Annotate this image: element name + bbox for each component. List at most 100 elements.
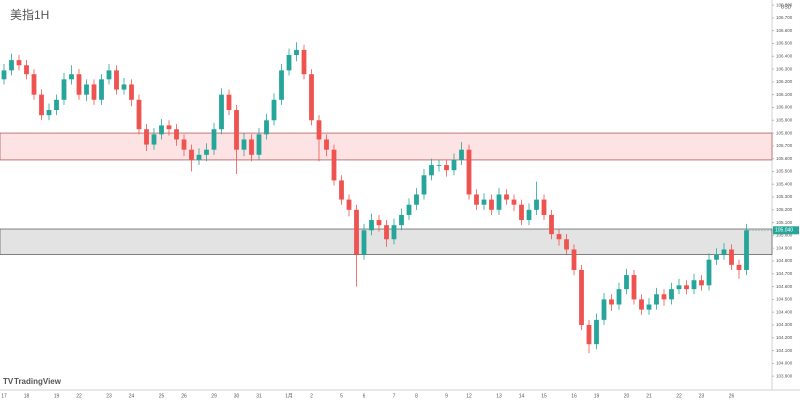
candle-body bbox=[76, 74, 82, 95]
candle-body bbox=[369, 220, 374, 231]
candle-body bbox=[736, 264, 742, 270]
y-tick-label: 106.400 bbox=[776, 53, 793, 58]
brand-logo: TV bbox=[3, 377, 14, 386]
candle-body bbox=[136, 99, 142, 130]
y-tick-label: 106.700 bbox=[776, 15, 793, 20]
x-tick-label: 1月 bbox=[285, 393, 293, 399]
last-price-label: 105.040 bbox=[775, 228, 793, 234]
candle-body bbox=[466, 149, 472, 195]
candle-body bbox=[249, 139, 254, 155]
candle-body bbox=[279, 70, 284, 100]
candles bbox=[1, 42, 749, 354]
y-tick-label: 106.300 bbox=[776, 66, 793, 71]
candle-body bbox=[564, 239, 569, 250]
x-tick-label: 2 bbox=[310, 393, 313, 399]
candle-body bbox=[316, 120, 322, 140]
candle-body bbox=[601, 299, 607, 320]
y-tick-label: 105.700 bbox=[776, 143, 793, 148]
candle-body bbox=[519, 204, 524, 221]
candle-body bbox=[511, 199, 517, 205]
candle-body bbox=[24, 65, 29, 75]
candle-body bbox=[211, 129, 217, 150]
zone bbox=[0, 132, 773, 161]
x-tick-label: 31 bbox=[256, 393, 262, 399]
currency: USD bbox=[781, 4, 792, 10]
x-tick-label: 7 bbox=[393, 393, 396, 399]
candle-body bbox=[309, 74, 314, 121]
candle-body bbox=[226, 94, 232, 111]
candle-body bbox=[9, 60, 14, 71]
candle-body bbox=[54, 99, 59, 111]
candle-body bbox=[646, 304, 652, 310]
x-tick-label: 9 bbox=[445, 393, 448, 399]
candle-body bbox=[376, 220, 382, 226]
candle-body bbox=[721, 249, 727, 255]
x-tick-label: 22 bbox=[76, 393, 82, 399]
y-tick-label: 103.900 bbox=[776, 373, 793, 378]
candle-body bbox=[429, 165, 434, 176]
y-tick-label: 105.400 bbox=[776, 181, 793, 186]
candle-body bbox=[541, 199, 547, 215]
candle-body bbox=[391, 225, 397, 240]
candle-body bbox=[534, 199, 539, 210]
candle-body bbox=[204, 149, 209, 155]
candle-body bbox=[241, 139, 247, 150]
candle-body bbox=[684, 285, 689, 290]
x-tick-label: 17 bbox=[1, 393, 7, 399]
candle-body bbox=[496, 194, 502, 210]
candle-body bbox=[691, 280, 697, 290]
candle-body bbox=[699, 280, 704, 286]
candle-body bbox=[144, 129, 149, 145]
y-tick-label: 104.200 bbox=[776, 335, 793, 340]
x-tick-label: 15 bbox=[541, 393, 547, 399]
x-tick-label: 5 bbox=[340, 393, 343, 399]
candle-body bbox=[384, 225, 389, 240]
x-tick-label: 23 bbox=[106, 393, 112, 399]
candle-body bbox=[399, 214, 404, 226]
y-tick-label: 104.900 bbox=[776, 245, 793, 250]
candle-body bbox=[61, 79, 67, 100]
last-price-box bbox=[773, 226, 799, 235]
candle-body bbox=[91, 84, 97, 100]
x-tick-label: 8 bbox=[415, 393, 418, 399]
y-tick-label: 105.200 bbox=[776, 207, 793, 212]
candle-body bbox=[31, 74, 37, 95]
candle-body bbox=[196, 154, 202, 160]
candle-body bbox=[594, 319, 599, 345]
candle-body bbox=[1, 70, 7, 80]
y-tick-label: 106.200 bbox=[776, 79, 793, 84]
candle-body bbox=[354, 209, 359, 255]
y-tick-label: 104.800 bbox=[776, 258, 793, 263]
y-tick-label: 105.900 bbox=[776, 117, 793, 122]
x-tick-label: 25 bbox=[159, 393, 165, 399]
candle-body bbox=[264, 120, 269, 135]
x-tick-label: 21 bbox=[646, 393, 652, 399]
candle-body bbox=[444, 165, 449, 171]
y-tick-label: 105.800 bbox=[776, 130, 793, 135]
x-tick-label: 22 bbox=[676, 393, 682, 399]
candle-body bbox=[421, 175, 427, 195]
candle-body bbox=[406, 204, 412, 215]
candle-body bbox=[474, 194, 479, 205]
candle-body bbox=[639, 299, 644, 310]
x-tick-label: 26 bbox=[729, 393, 735, 399]
candle-body bbox=[99, 79, 104, 100]
x-tick-label: 14 bbox=[519, 393, 525, 399]
candle-body bbox=[159, 125, 164, 135]
y-tick-label: 106.600 bbox=[776, 28, 793, 33]
candle-body bbox=[676, 285, 682, 290]
y-tick-label: 106.000 bbox=[776, 105, 793, 110]
candle-body bbox=[16, 60, 22, 66]
zones bbox=[0, 132, 773, 256]
candle-body bbox=[121, 84, 127, 90]
candle-body bbox=[151, 134, 157, 145]
chart-title: 美指1H bbox=[10, 7, 49, 22]
candle-body bbox=[624, 275, 629, 290]
x-tick-label: 23 bbox=[699, 393, 705, 399]
x-tick-label: 24 bbox=[129, 393, 135, 399]
candle-body bbox=[459, 149, 464, 160]
candle-body bbox=[586, 324, 592, 345]
candle-body bbox=[631, 275, 637, 300]
candle-body bbox=[526, 209, 532, 221]
